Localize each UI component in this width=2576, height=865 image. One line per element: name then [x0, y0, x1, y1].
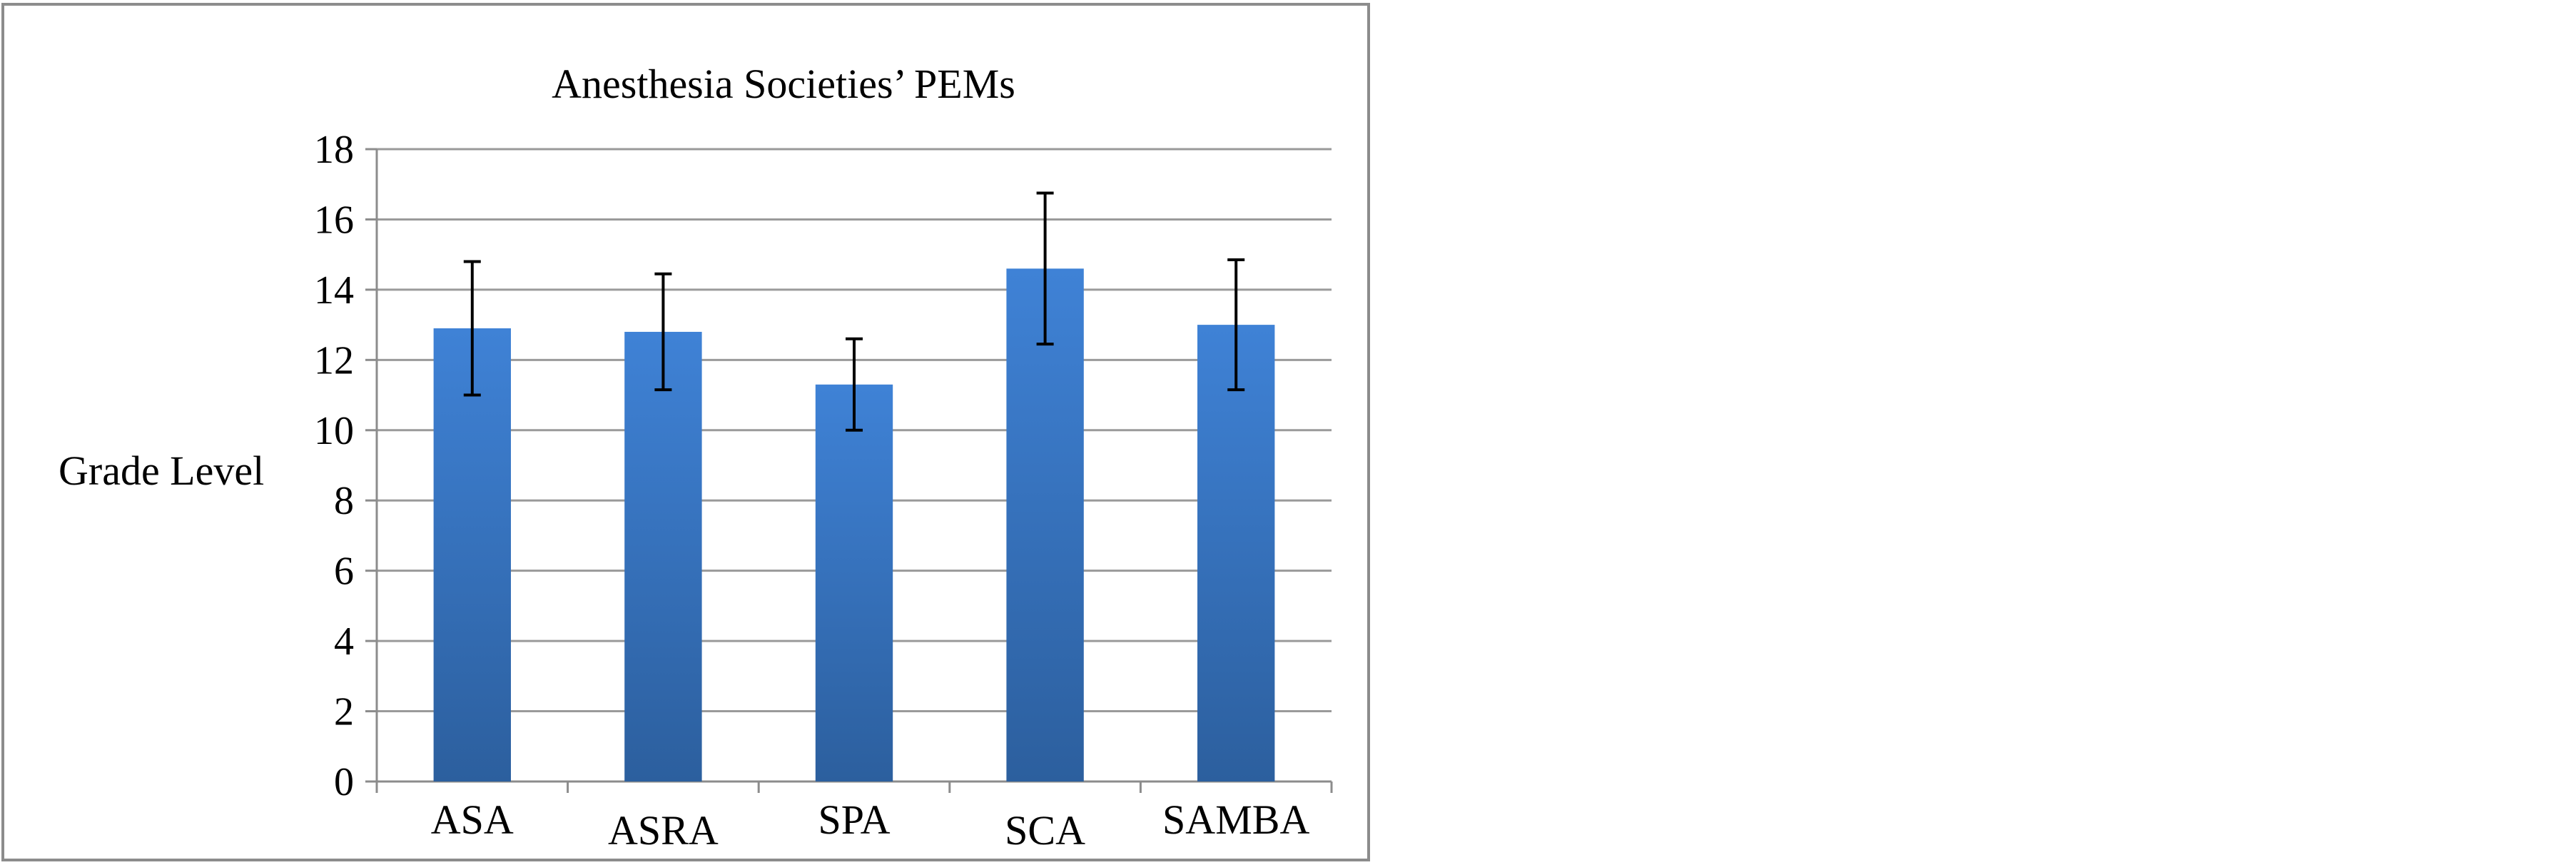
y-tick-label: 14 [314, 268, 354, 313]
chart-title: Anesthesia Societies’ PEMs [552, 61, 1015, 107]
y-tick-label: 0 [334, 760, 354, 804]
y-tick-label: 2 [334, 690, 354, 734]
y-tick-label: 18 [314, 128, 354, 172]
error-bar-spa [846, 337, 863, 432]
bar-asa [433, 328, 511, 781]
error-bar-samba [1227, 258, 1245, 392]
bar-spa [815, 384, 893, 781]
error-bar-asa [463, 260, 481, 397]
bar-asra [624, 331, 702, 781]
x-category-label: ASRA [608, 807, 719, 854]
bar-samba [1197, 325, 1275, 782]
x-category-label: ASA [431, 796, 514, 843]
bar-sca [1006, 268, 1084, 781]
x-category-label: SCA [1005, 807, 1085, 854]
y-tick-label: 6 [334, 550, 354, 594]
error-bar-asra [654, 272, 672, 392]
y-tick-label: 10 [314, 409, 354, 453]
bars [433, 268, 1275, 782]
error-bar-sca [1036, 191, 1054, 346]
y-tick-label: 12 [314, 338, 354, 383]
x-category-label: SAMBA [1162, 796, 1309, 843]
x-category-label: SPA [818, 796, 890, 843]
y-axis-label: Grade Level [59, 447, 264, 494]
y-tick-label: 8 [334, 479, 354, 523]
y-tick-label: 16 [314, 198, 354, 242]
x-axis-categories: ASA ASRA SPA SCA SAMBA [431, 796, 1310, 854]
y-tick-label: 4 [334, 619, 354, 664]
y-axis-ticks: 0 2 4 6 8 10 12 14 16 18 [314, 128, 354, 804]
error-bars [463, 191, 1245, 432]
